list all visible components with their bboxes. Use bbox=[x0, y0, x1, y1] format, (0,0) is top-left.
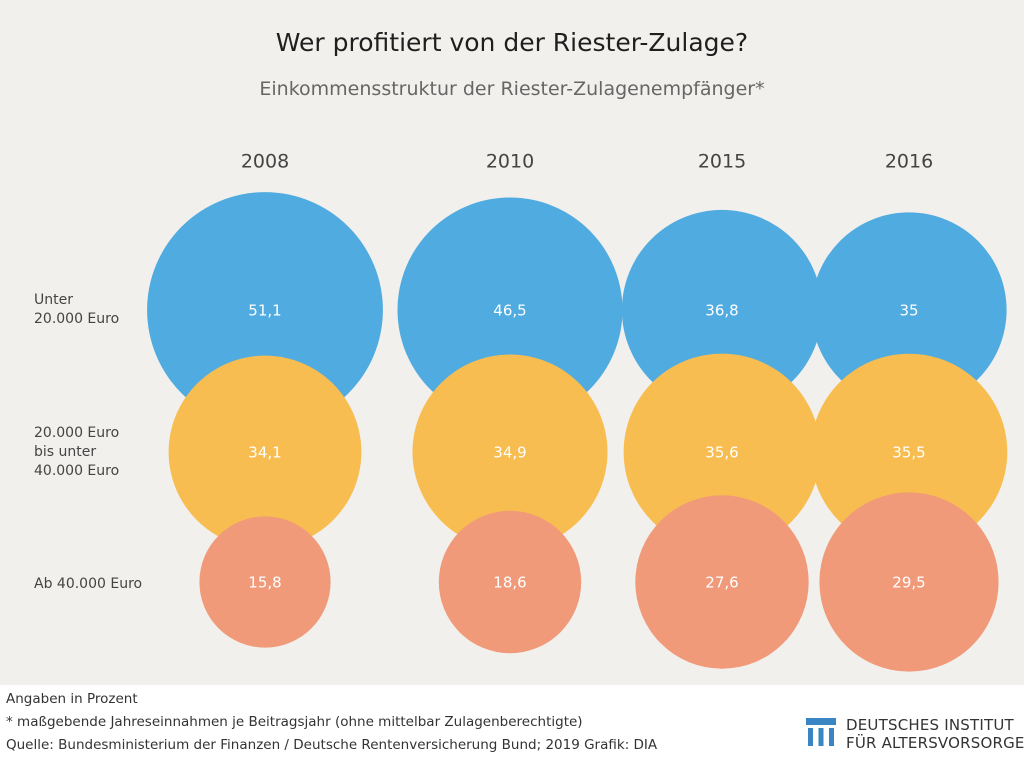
row-label-1: Unter 20.000 Euro bbox=[34, 292, 119, 327]
row-label-line: 20.000 Euro bbox=[34, 311, 119, 327]
bubble-2-2010 bbox=[412, 354, 608, 550]
bubble-1-2010 bbox=[397, 197, 623, 423]
row-label-2: 20.000 Euro bis unter 40.000 Euro bbox=[34, 425, 119, 479]
logo-text-line2: FÜR ALTERSVORSORGE bbox=[846, 734, 1024, 752]
bubble-value-label: 35,5 bbox=[892, 444, 925, 462]
row-label-line: Unter bbox=[34, 292, 73, 308]
dia-logo-icon bbox=[806, 718, 836, 746]
year-label-2010: 2010 bbox=[486, 151, 534, 173]
bubble-value-label: 27,6 bbox=[705, 574, 738, 592]
unit-note: Angaben in Prozent bbox=[6, 691, 138, 707]
bubble-value-label: 51,1 bbox=[248, 302, 281, 320]
bubble-3-2010 bbox=[438, 510, 582, 654]
source-note: Quelle: Bundesministerium der Finanzen /… bbox=[6, 737, 658, 753]
chart-title: Wer profitiert von der Riester-Zulage? bbox=[275, 28, 749, 57]
row-label-line: 20.000 Euro bbox=[34, 425, 119, 441]
bubble-3-2015 bbox=[635, 495, 809, 669]
bubble-value-label: 34,9 bbox=[493, 444, 526, 462]
year-label-2015: 2015 bbox=[698, 151, 746, 173]
year-label-2008: 2008 bbox=[241, 151, 289, 173]
bubble-value-label: 18,6 bbox=[493, 574, 526, 592]
bubble-2-2016 bbox=[810, 353, 1008, 551]
bubble-value-label: 35,6 bbox=[705, 444, 738, 462]
row-label-3: Ab 40.000 Euro bbox=[34, 576, 142, 592]
year-label-2016: 2016 bbox=[885, 151, 933, 173]
bubble-3-2016 bbox=[819, 492, 999, 672]
bubble-value-label: 34,1 bbox=[248, 444, 281, 462]
bubble-value-label: 36,8 bbox=[705, 302, 738, 320]
row-label-line: 40.000 Euro bbox=[34, 463, 119, 479]
bubble-3-2008 bbox=[199, 516, 331, 648]
logo-text-line1: DEUTSCHES INSTITUT bbox=[846, 716, 1014, 734]
bubble-2-2008 bbox=[168, 355, 362, 549]
bubble-value-label: 15,8 bbox=[248, 574, 281, 592]
bubble-2-2015 bbox=[623, 353, 821, 551]
bubble-1-2016 bbox=[811, 212, 1007, 408]
chart-subtitle: Einkommensstruktur der Riester-Zulagenem… bbox=[259, 78, 765, 100]
footnote: * maßgebende Jahreseinnahmen je Beitrags… bbox=[6, 714, 583, 730]
row-label-line: Ab 40.000 Euro bbox=[34, 576, 142, 592]
bubble-1-2008 bbox=[147, 192, 383, 428]
bubble-value-label: 46,5 bbox=[493, 302, 526, 320]
bubble-1-2015 bbox=[621, 209, 823, 411]
footer: Angaben in Prozent * maßgebende Jahresei… bbox=[0, 685, 1024, 757]
row-label-line: bis unter bbox=[34, 444, 96, 460]
bubble-value-label: 29,5 bbox=[892, 574, 925, 592]
bubble-value-label: 35 bbox=[899, 302, 918, 320]
